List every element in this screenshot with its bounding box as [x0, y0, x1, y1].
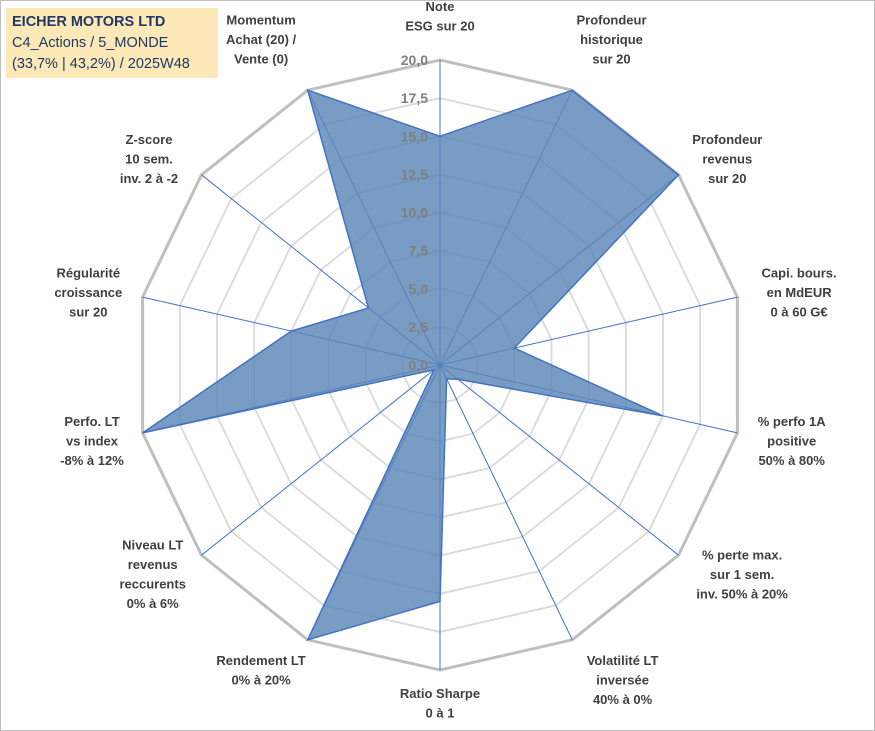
- axis-label-line: Vente (0): [234, 52, 288, 67]
- axis-label-line: Profondeur: [692, 132, 762, 147]
- axis-spoke: [439, 364, 573, 641]
- axis-label-line: sur 1 sem.: [710, 567, 774, 582]
- axis-label: Z-score 10 sem. inv. 2 à -2: [120, 132, 178, 186]
- axis-label-line: vs index: [66, 433, 119, 448]
- axis-label-line: sur 20: [592, 52, 630, 67]
- axis-label-line: Volatilité LT: [587, 653, 659, 668]
- axis-label: % perte max. sur 1 sem. inv. 50% à 20%: [696, 547, 788, 601]
- radar-axis-labels: Note ESG sur 20 Profondeur historique sur 20…: [54, 0, 836, 721]
- axis-label-line: sur 20: [708, 171, 746, 186]
- axis-label: % perfo 1A positive 50% à 80%: [758, 414, 827, 468]
- tick-label: 5,0: [409, 281, 429, 297]
- chart-title-stats: (33,7% | 43,2%) / 2025W48: [12, 56, 190, 72]
- axis-label-line: 10 sem.: [125, 152, 173, 167]
- axis-label-line: croissance: [54, 285, 122, 300]
- radar-series: [142, 89, 680, 641]
- tick-label: 20,0: [401, 52, 428, 68]
- radar-tick-labels: 0,0 2,5 5,0 7,5 10,0 12,5 15,0 17,5 20,0: [401, 52, 428, 373]
- axis-label: Profondeur historique sur 20: [576, 13, 646, 67]
- axis-label-line: Momentum: [226, 13, 295, 28]
- axis-label-line: % perfo 1A: [758, 414, 827, 429]
- axis-label-line: revenus: [702, 152, 752, 167]
- axis-label-line: revenus: [128, 557, 178, 572]
- axis-label-line: ESG sur 20: [405, 19, 474, 34]
- axis-label-line: Note: [426, 0, 455, 14]
- axis-label-line: % perte max.: [702, 547, 782, 562]
- axis-label-line: 0 à 60 G€: [771, 305, 828, 320]
- tick-label: 17,5: [401, 90, 428, 106]
- axis-label-line: 40% à 0%: [593, 692, 653, 707]
- axis-label-line: Ratio Sharpe: [400, 686, 480, 701]
- axis-label-line: 50% à 80%: [758, 453, 825, 468]
- axis-label-line: sur 20: [69, 305, 107, 320]
- axis-label: Profondeur revenus sur 20: [692, 132, 762, 186]
- tick-label: 15,0: [401, 128, 428, 144]
- chart-title-category: C4_Actions / 5_MONDE: [12, 35, 169, 51]
- tick-label: 10,0: [401, 205, 428, 221]
- axis-label: Régularité croissance sur 20: [54, 266, 122, 320]
- tick-label: 12,5: [401, 166, 428, 182]
- axis-label-line: Régularité: [57, 266, 121, 281]
- axis-label: Note ESG sur 20: [405, 0, 474, 34]
- tick-label: 7,5: [409, 243, 429, 259]
- chart-title-company: EICHER MOTORS LTD: [12, 14, 166, 30]
- axis-label-line: -8% à 12%: [60, 453, 124, 468]
- axis-label-line: inv. 50% à 20%: [696, 586, 788, 601]
- axis-label-line: 0% à 20%: [231, 673, 291, 688]
- axis-label-line: 0 à 1: [426, 706, 455, 721]
- axis-label-line: en MdEUR: [767, 285, 833, 300]
- axis-label-line: inv. 2 à -2: [120, 171, 178, 186]
- axis-label-line: Profondeur: [576, 13, 646, 28]
- axis-spoke: [439, 364, 679, 556]
- axis-label-line: historique: [580, 32, 643, 47]
- axis-label-line: Rendement LT: [216, 653, 305, 668]
- axis-label: Niveau LT revenus reccurents 0% à 6%: [119, 538, 185, 612]
- axis-label-line: Capi. bours.: [762, 266, 837, 281]
- axis-label: Perfo. LT vs index -8% à 12%: [60, 414, 124, 468]
- axis-label-line: reccurents: [119, 577, 185, 592]
- axis-label-line: inversée: [596, 673, 649, 688]
- tick-label: 0,0: [409, 357, 429, 373]
- axis-label: Momentum Achat (20) / Vente (0): [226, 13, 296, 67]
- axis-label-line: 0% à 6%: [127, 596, 179, 611]
- axis-label-line: positive: [767, 433, 816, 448]
- axis-label-line: Niveau LT: [122, 538, 183, 553]
- axis-spoke: [201, 364, 441, 556]
- axis-label-line: Achat (20) /: [226, 32, 296, 47]
- axis-label-line: Z-score: [126, 132, 173, 147]
- axis-label: Ratio Sharpe 0 à 1: [400, 686, 480, 721]
- axis-label: Capi. bours. en MdEUR 0 à 60 G€: [762, 266, 837, 320]
- axis-label-line: Perfo. LT: [64, 414, 119, 429]
- chart-title-box: EICHER MOTORS LTD C4_Actions / 5_MONDE (…: [6, 8, 218, 78]
- tick-label: 2,5: [409, 319, 429, 335]
- axis-label: Volatilité LT inversée 40% à 0%: [587, 653, 659, 707]
- axis-label: Rendement LT 0% à 20%: [216, 653, 305, 688]
